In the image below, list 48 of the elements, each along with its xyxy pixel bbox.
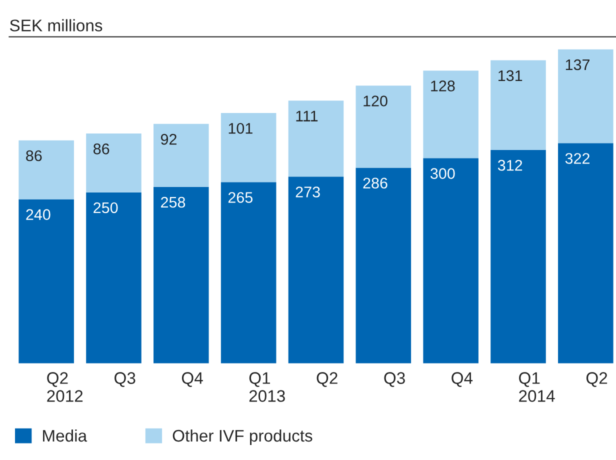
data-label: 265 <box>228 192 253 203</box>
bar <box>220 182 276 364</box>
bar <box>558 49 614 144</box>
bar <box>356 168 412 364</box>
bar <box>18 140 74 200</box>
data-label: 240 <box>26 209 50 220</box>
bar <box>220 112 276 182</box>
x-tick-label: Q1 2013 <box>249 372 285 402</box>
legend-label: Other IVF products <box>172 429 312 445</box>
x-tick-label: Q2 2012 <box>47 372 83 402</box>
bar <box>86 192 142 364</box>
legend-label: Media <box>43 429 88 442</box>
bar <box>86 134 142 192</box>
data-label: 312 <box>498 160 522 171</box>
bar <box>356 86 412 168</box>
x-tick-label: Q3 <box>384 372 405 387</box>
bar <box>423 158 478 364</box>
x-tick-label: Q1 2014 <box>519 372 555 402</box>
data-label: 131 <box>498 70 522 82</box>
bar <box>423 70 478 158</box>
data-label: 258 <box>161 196 186 208</box>
data-label: 322 <box>565 153 590 164</box>
data-label: 92 <box>160 134 176 145</box>
x-tick-label: Q3 <box>114 372 136 387</box>
bar <box>288 100 344 177</box>
bar <box>490 150 546 364</box>
data-label: 120 <box>364 96 388 106</box>
x-tick-label: Q2 <box>316 372 338 387</box>
data-label: 128 <box>431 80 455 92</box>
chart-title: SEK millions <box>10 19 102 32</box>
data-label: 300 <box>430 168 455 179</box>
data-label: 86 <box>26 150 42 162</box>
data-label: 250 <box>94 202 118 214</box>
bar <box>490 60 546 150</box>
bar <box>154 124 209 187</box>
data-label: 286 <box>363 178 388 189</box>
data-label: 137 <box>566 59 590 70</box>
bar <box>288 176 344 364</box>
bar <box>18 199 74 364</box>
data-label: 111 <box>296 110 318 122</box>
data-label: 101 <box>228 122 252 134</box>
data-label: 273 <box>296 186 320 198</box>
x-tick-label: Q4 <box>182 372 203 387</box>
x-tick-label: Q4 <box>452 372 473 387</box>
bar <box>154 186 209 364</box>
bar <box>558 143 614 364</box>
x-tick-label: Q2 <box>586 372 608 387</box>
data-label: 86 <box>94 144 110 154</box>
